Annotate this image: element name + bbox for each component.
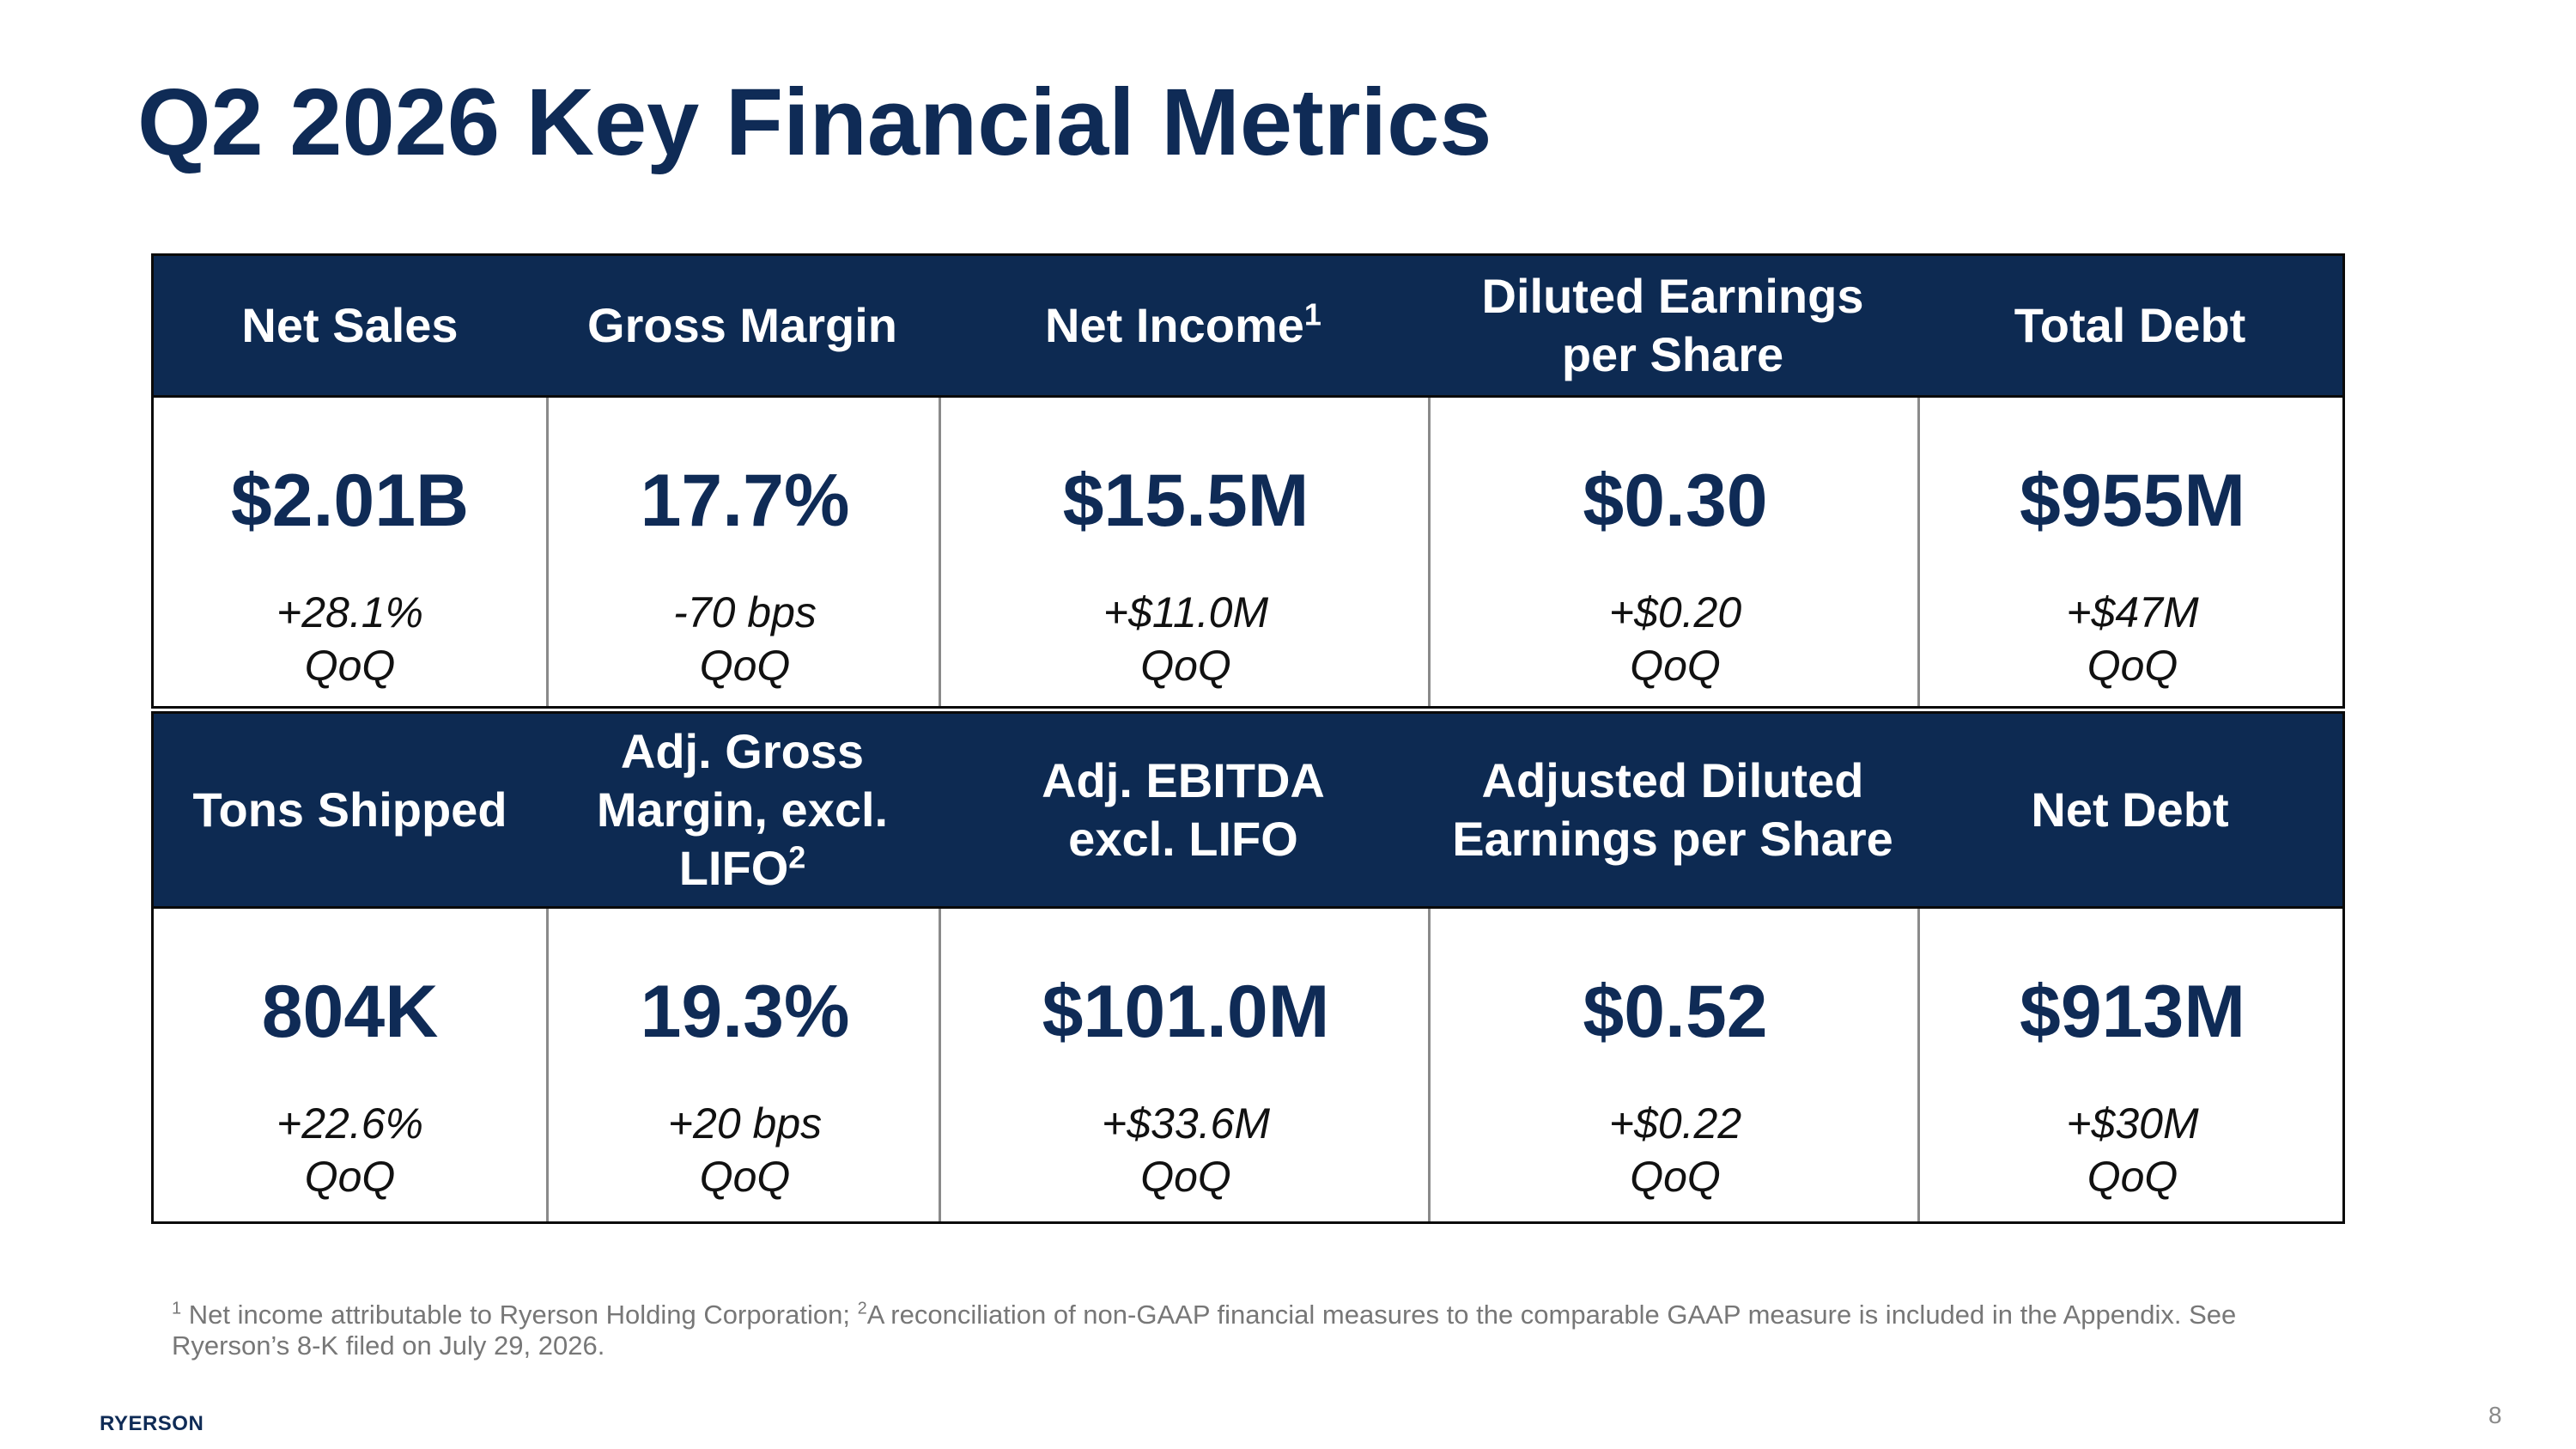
metric-value: $0.30 [1583,460,1768,542]
metric-change: +$11.0M [1103,588,1269,636]
metric-period: QoQ [2087,1153,2178,1201]
metric-value: $0.52 [1583,971,1768,1053]
metric-period: QoQ [2087,642,2178,690]
metric-change: +$33.6M [1102,1099,1270,1148]
metric-adj-diluted-eps: $0.52 +$0.22 QoQ [1428,909,1920,1221]
value-row-1: $2.01B +28.1% QoQ 17.7% -70 bps QoQ $15.… [151,395,2345,709]
metric-change: +$30M [2066,1099,2199,1148]
metric-net-income: $15.5M +$11.0M QoQ [939,398,1431,706]
footnote-text-1: Net income attributable to Ryerson Holdi… [181,1300,858,1330]
header-row-2: Tons Shipped Adj. Gross Margin, excl. LI… [151,711,2345,909]
metric-diluted-eps: $0.30 +$0.20 QoQ [1428,398,1920,706]
metric-change: +20 bps [667,1099,823,1148]
metric-value: $913M [2020,971,2245,1053]
header-net-income: Net Income1 [1045,296,1321,352]
metric-value: 804K [261,971,439,1053]
header-gross-margin: Gross Margin [587,298,897,352]
metric-change: +$0.20 [1608,588,1742,636]
metric-value: $955M [2020,460,2245,542]
footnote-marker-1: 1 [172,1299,182,1318]
metric-change: +$0.22 [1608,1099,1742,1148]
metric-period: QoQ [1630,642,1721,690]
metric-period: QoQ [699,642,791,690]
metric-period: QoQ [1140,642,1231,690]
footnote-text-2: A reconciliation of non-GAAP financial m… [172,1300,2237,1361]
footnote: 1 Net income attributable to Ryerson Hol… [172,1300,2336,1361]
header-diluted-eps: Diluted Earnings per Share [1481,269,1864,381]
metric-total-debt: $955M +$47M QoQ [1917,398,2345,706]
header-adj-diluted-eps: Adjusted Diluted Earnings per Share [1452,753,1893,866]
header-tons-shipped: Tons Shipped [192,782,507,837]
metric-gross-margin: 17.7% -70 bps QoQ [546,398,941,706]
header-total-debt: Total Debt [2014,298,2246,352]
header-net-debt: Net Debt [2031,782,2229,837]
metrics-table: Net Sales Gross Margin Net Income1 Dilut… [151,253,2345,1224]
metric-adj-gross-margin: 19.3% +20 bps QoQ [546,909,941,1221]
metric-change: -70 bps [673,588,817,636]
metric-value: 17.7% [640,460,850,542]
metric-net-debt: $913M +$30M QoQ [1917,909,2345,1221]
metric-change: +$47M [2066,588,2199,636]
metric-period: QoQ [1630,1153,1721,1201]
metric-value: $101.0M [1042,971,1330,1053]
metric-change: +22.6% [276,1099,423,1148]
metric-net-sales: $2.01B +28.1% QoQ [154,398,546,706]
metric-period: QoQ [304,1153,396,1201]
metric-value: $15.5M [1062,460,1309,542]
header-row-1: Net Sales Gross Margin Net Income1 Dilut… [151,253,2345,398]
metric-adj-ebitda: $101.0M +$33.6M QoQ [939,909,1431,1221]
metric-tons-shipped: 804K +22.6% QoQ [154,909,546,1221]
metric-change: +28.1% [276,588,423,636]
page-title: Q2 2026 Key Financial Metrics [137,70,1492,175]
header-adj-ebitda: Adj. EBITDA excl. LIFO [1042,753,1325,866]
metric-period: QoQ [1140,1153,1231,1201]
metric-value: $2.01B [230,460,470,542]
brand-logo: RYERSON [100,1412,204,1435]
header-net-sales: Net Sales [241,298,459,352]
header-adj-gross-margin: Adj. Gross Margin, excl. LIFO2 [596,724,889,895]
page-number: 8 [2488,1402,2502,1428]
value-row-2: 804K +22.6% QoQ 19.3% +20 bps QoQ $101.0… [151,906,2345,1224]
footnote-marker-2: 2 [857,1299,867,1318]
metric-period: QoQ [304,642,396,690]
metric-period: QoQ [699,1153,791,1201]
metric-value: 19.3% [640,971,850,1053]
